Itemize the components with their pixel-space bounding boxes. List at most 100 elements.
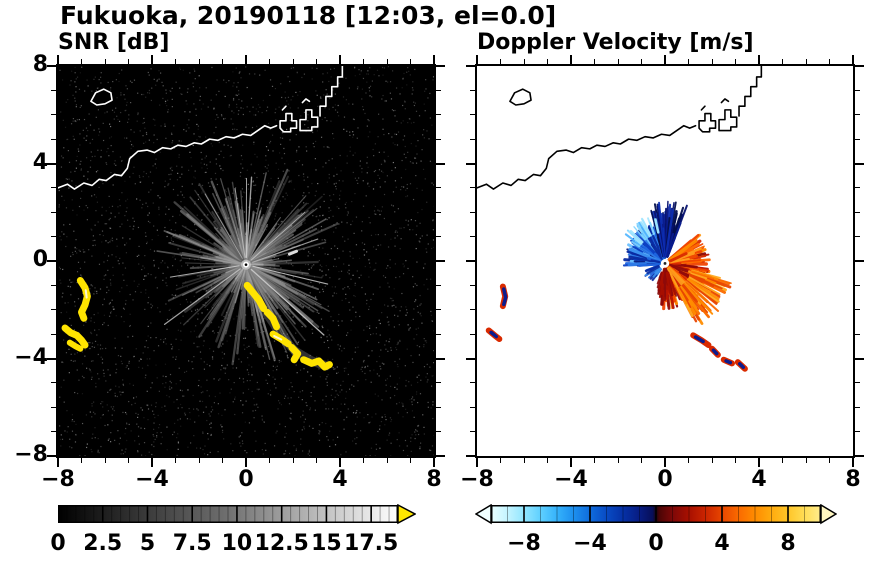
axis-tick [470,431,475,433]
axis-tick [57,55,59,64]
axis-tick [855,309,860,311]
colorbar-tick-label: −8 [507,531,541,556]
axis-tick [339,55,341,64]
axis-tick [436,187,441,189]
x-tick-label: 4 [332,467,348,492]
axis-tick [47,162,56,165]
axis-tick [151,458,153,467]
axis-tick [51,333,56,335]
colorbar-tick-label: 7.5 [172,531,212,556]
axis-tick [782,458,783,463]
axis-tick [81,458,82,463]
axis-tick [436,162,445,165]
axis-tick [688,59,689,64]
snr-panel [56,64,436,458]
axis-tick [855,236,860,238]
axis-tick [855,187,860,189]
axis-tick [51,211,56,213]
axis-tick [547,458,548,463]
axis-tick [664,458,666,467]
axis-tick [711,458,713,463]
axis-tick [436,284,441,286]
axis-tick [805,458,807,463]
y-tick-label: 8 [32,52,48,77]
x-tick-label: −8 [460,467,494,492]
y-tick-label: −4 [14,344,48,370]
axis-tick [829,59,830,64]
axis-tick [570,55,572,64]
axis-tick [594,458,595,463]
axis-tick [386,458,388,463]
axis-tick [51,114,56,116]
axis-tick [47,260,56,262]
axis-tick [617,458,619,463]
axis-tick [855,211,860,213]
colorbar-tick-label: 0 [648,531,664,556]
axis-tick [222,458,223,463]
axis-tick [363,458,364,463]
figure-title: Fukuoka, 20190118 [12:03, el=0.0] [60,1,557,30]
axis-tick [51,187,56,189]
colorbar-tick-label: 4 [714,531,730,556]
x-tick-label: 4 [751,467,767,492]
axis-tick [410,59,411,64]
axis-tick [855,431,860,433]
axis-tick [175,458,176,463]
axis-tick [470,309,475,311]
axis-tick [51,309,56,311]
axis-tick [470,236,475,238]
axis-tick [523,59,525,64]
axis-tick [547,59,548,64]
panel-title-velocity: Doppler Velocity [m/s] [477,30,754,55]
x-tick-label: −4 [135,467,169,492]
axis-tick [805,59,807,64]
axis-tick [852,458,854,467]
axis-tick [436,89,441,91]
axis-tick [57,458,59,467]
axis-tick [855,406,860,408]
x-tick-label: 8 [845,467,861,492]
velocity-plot-canvas [477,66,853,456]
axis-tick [436,114,441,116]
axis-tick [436,406,441,408]
axis-tick [758,55,760,64]
axis-tick [436,333,441,335]
axis-tick [470,138,475,140]
axis-tick [269,458,270,463]
axis-tick [855,138,860,140]
axis-tick [51,382,56,384]
axis-tick [51,431,56,433]
axis-tick [316,458,317,463]
axis-tick [245,55,247,64]
axis-tick [222,59,223,64]
axis-tick [855,284,860,286]
axis-tick [855,89,860,91]
axis-tick [51,89,56,91]
axis-tick [758,458,760,467]
axis-tick [128,458,129,463]
x-tick-label: −8 [41,467,75,492]
axis-tick [466,162,475,165]
axis-tick [51,284,56,286]
axis-tick [198,458,200,463]
axis-tick [151,55,153,64]
panel-title-snr: SNR [dB] [58,30,170,55]
colorbar-tick-label: 10 [221,531,253,556]
axis-tick [436,382,441,384]
axis-tick [688,458,689,463]
x-tick-label: 0 [657,467,673,492]
axis-tick [81,59,82,64]
axis-tick [570,458,572,467]
axis-tick [470,333,475,335]
colorbar-tick-label: 12.5 [254,531,309,556]
colorbar-tick-label: 17.5 [344,531,399,556]
axis-tick [641,458,642,463]
y-tick-label: −8 [14,442,48,467]
axis-tick [269,59,270,64]
axis-tick [104,59,106,64]
axis-tick [855,162,864,165]
axis-tick [829,458,830,463]
axis-tick [128,59,129,64]
velocity-colorbar [475,504,837,526]
